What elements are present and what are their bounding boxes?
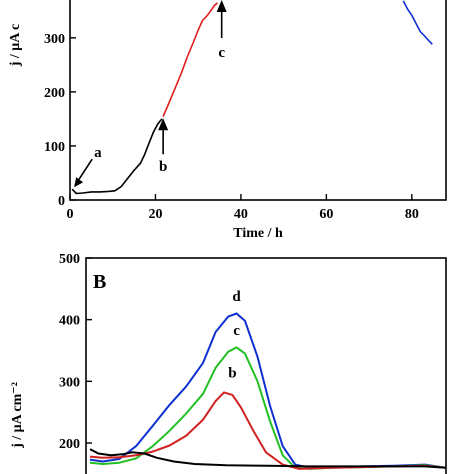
panel-b-curve-b (89, 391, 446, 470)
annotation-label-c: c (218, 45, 225, 61)
panel-b-y-tick-label: 400 (59, 314, 80, 329)
panel-a-x-tick-label: 80 (405, 207, 419, 222)
panel-a-series-line-3 (402, 0, 433, 45)
panel-a-x-tick-label: 0 (67, 207, 74, 222)
panel-b-curve-d (89, 312, 446, 469)
panel-a-x-tick-label: 60 (319, 207, 333, 222)
panel-a-y-tick-label: 0 (58, 194, 65, 209)
panel-a-x-tick-label: 20 (148, 207, 162, 222)
annotation-arrowhead-a (74, 177, 84, 188)
panel-a-y-tick-label: 100 (44, 140, 65, 155)
panel-b-y-tick-label: 200 (59, 437, 80, 452)
panel-b-y-tick-label: 500 (59, 252, 80, 267)
panel-a: 0 100 200 300 0 20 40 60 80 a b c Time / h j / μA… (8, 0, 447, 241)
panel-a-y-tick-label: 200 (44, 86, 65, 101)
panel-a-y-axis-label: j / μA c (8, 24, 23, 68)
panel-b-y-axis-label: j / μA cm⁻² (10, 382, 25, 449)
panel-b-curve-label-c: c (233, 323, 240, 339)
panel-b: B 200 300 400 500 d c b j / μA cm⁻² (10, 252, 447, 474)
panel-b-frame (85, 257, 447, 474)
panel-b-curve-c (89, 346, 446, 470)
annotation-arrowhead-b (158, 118, 169, 131)
panel-b-letter: B (93, 271, 106, 293)
annotation-label-b: b (159, 159, 167, 175)
panel-b-curve-label-b: b (228, 366, 236, 382)
panel-b-curve-a (89, 448, 446, 469)
panel-b-curve-label-d: d (232, 289, 241, 305)
panel-a-y-tick-label: 300 (44, 32, 65, 47)
panel-a-x-axis-label: Time / h (233, 226, 283, 241)
annotation-arrowhead-c (216, 0, 227, 12)
panel-a-x-tick-label: 40 (234, 207, 248, 222)
panel-a-series-line-2 (162, 2, 218, 117)
annotation-label-a: a (94, 145, 102, 161)
panel-b-y-tick-label: 300 (59, 375, 80, 390)
panel-a-frame (69, 0, 447, 201)
panel-a-series-line-1 (71, 118, 163, 195)
